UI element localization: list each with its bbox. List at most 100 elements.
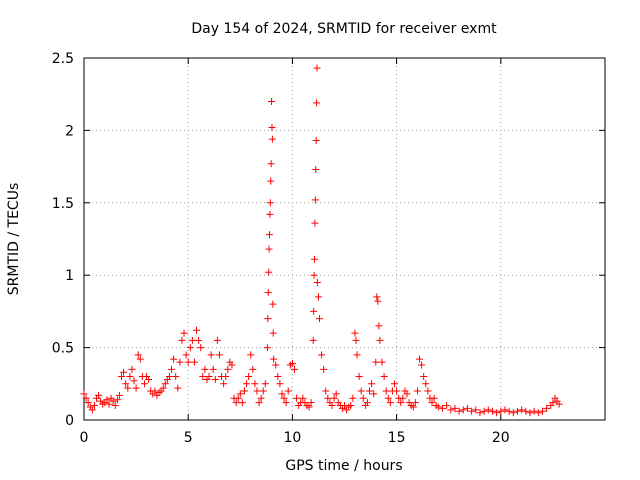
data-point — [103, 396, 111, 404]
data-point — [251, 380, 259, 388]
data-point — [307, 399, 315, 407]
data-point — [430, 394, 438, 402]
data-point — [293, 394, 301, 402]
data-point — [90, 402, 98, 410]
data-point — [359, 394, 367, 402]
data-point — [488, 407, 496, 415]
data-point — [370, 390, 378, 398]
data-point — [393, 387, 401, 395]
data-point — [305, 403, 313, 411]
data-point — [120, 368, 128, 376]
data-point — [513, 407, 521, 415]
data-point — [238, 399, 246, 407]
data-point — [372, 358, 380, 366]
data-point — [145, 375, 153, 383]
data-point — [355, 373, 363, 381]
plot-frame — [83, 57, 606, 421]
data-point — [266, 199, 274, 207]
data-point — [311, 196, 319, 204]
data-point — [272, 361, 280, 369]
data-point — [268, 97, 276, 105]
data-point — [353, 351, 361, 359]
data-point — [384, 394, 392, 402]
data-point — [314, 293, 322, 301]
data-point — [215, 351, 223, 359]
data-point — [174, 384, 182, 392]
data-point — [193, 326, 201, 334]
data-point — [282, 399, 290, 407]
data-point — [420, 373, 428, 381]
data-point — [418, 361, 426, 369]
data-point — [209, 365, 217, 373]
data-point — [180, 329, 188, 337]
data-point — [399, 394, 407, 402]
data-point — [299, 394, 307, 402]
data-point — [264, 315, 272, 323]
data-point — [309, 336, 317, 344]
y-tick-label: 2.5 — [52, 51, 74, 67]
data-point — [159, 384, 167, 392]
data-point — [247, 351, 255, 359]
data-point — [161, 380, 169, 388]
x-tick-label: 5 — [184, 430, 193, 446]
y-tick-label: 0 — [65, 413, 74, 429]
data-point — [382, 387, 390, 395]
data-point — [376, 336, 384, 344]
data-point — [280, 394, 288, 402]
data-point — [211, 375, 219, 383]
data-point — [269, 300, 277, 308]
data-point — [311, 219, 319, 227]
data-point — [413, 387, 421, 395]
data-point — [118, 373, 126, 381]
data-point — [268, 124, 276, 132]
data-points — [80, 64, 563, 417]
data-point — [165, 373, 173, 381]
data-point — [484, 406, 492, 414]
data-point — [270, 355, 278, 363]
data-point — [243, 380, 251, 388]
data-point — [318, 351, 326, 359]
data-point — [245, 373, 253, 381]
chart-title: Day 154 of 2024, SRMTID for receiver exm… — [191, 21, 497, 37]
data-point — [322, 387, 330, 395]
data-point — [422, 380, 430, 388]
data-point — [411, 399, 419, 407]
data-point — [409, 403, 417, 411]
data-point — [459, 406, 467, 414]
data-point — [505, 407, 513, 415]
data-point — [151, 387, 159, 395]
data-point — [182, 351, 190, 359]
y-axis-label: SRMTID / TECUs — [6, 183, 22, 296]
data-point — [315, 315, 323, 323]
data-point — [240, 387, 248, 395]
data-point — [263, 344, 271, 352]
data-point — [205, 373, 213, 381]
data-point — [80, 390, 88, 398]
data-point — [443, 402, 451, 410]
data-point — [234, 394, 242, 402]
data-point — [265, 268, 273, 276]
data-point — [132, 384, 140, 392]
data-point — [188, 336, 196, 344]
x-tick-label: 10 — [283, 430, 301, 446]
data-point — [178, 336, 186, 344]
data-point — [267, 160, 275, 168]
data-point — [320, 365, 328, 373]
data-point — [84, 399, 92, 407]
data-point — [124, 384, 132, 392]
data-point — [213, 336, 221, 344]
data-point — [324, 394, 332, 402]
data-point — [509, 409, 517, 417]
data-point — [380, 373, 388, 381]
data-point — [374, 297, 382, 305]
data-point — [310, 271, 318, 279]
data-point — [186, 344, 194, 352]
data-point — [276, 380, 284, 388]
data-point — [195, 336, 203, 344]
data-point — [373, 293, 381, 301]
data-point — [228, 361, 236, 369]
data-point — [330, 394, 338, 402]
data-point — [267, 177, 275, 185]
data-point — [328, 402, 336, 410]
data-point — [493, 409, 501, 417]
